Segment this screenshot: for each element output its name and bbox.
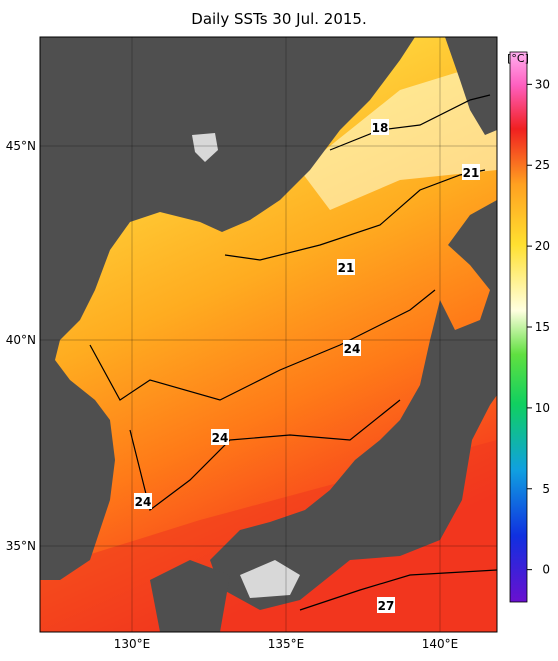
- island: [192, 133, 218, 162]
- contour-label: 24: [212, 431, 229, 445]
- lat-label: 45°N: [6, 139, 36, 153]
- contour-label: 18: [372, 121, 389, 135]
- colorbar-tick-label: 25: [535, 158, 550, 172]
- lon-label: 140°E: [422, 637, 459, 651]
- land-asia: [40, 37, 415, 580]
- contour-label: 27: [378, 599, 395, 613]
- map-area: [40, 37, 497, 632]
- colorbar-tick-label: 0: [542, 563, 550, 577]
- lon-label: 130°E: [114, 637, 151, 651]
- contour-label-bg: [371, 119, 389, 135]
- contour-label: 24: [344, 342, 361, 356]
- colorbar-tick-label: 20: [535, 239, 550, 253]
- contour-label-bg: [211, 429, 229, 445]
- contour-label-bg: [134, 493, 152, 509]
- contour-label-bg: [462, 164, 480, 180]
- map-title: Daily SSTs 30 Jul. 2015.: [191, 10, 366, 28]
- contours: [89, 94, 497, 611]
- colorbar-tick-label: 5: [542, 482, 550, 496]
- land-sakhalin: [445, 37, 497, 135]
- colorbar-unit: [°C]: [507, 52, 529, 65]
- colorbar-tick-label: 10: [535, 401, 550, 415]
- contour-label: 21: [338, 261, 355, 275]
- lon-label: 135°E: [268, 637, 305, 651]
- contour-label: 24: [135, 495, 152, 509]
- lat-label: 40°N: [6, 333, 36, 347]
- map-frame: [39, 36, 498, 633]
- graticule: [40, 37, 497, 632]
- colorbar-tick-label: 15: [535, 320, 550, 334]
- lat-label: 35°N: [6, 539, 36, 553]
- contour-label-bg: [337, 259, 355, 275]
- contour-label-bg: [377, 597, 395, 613]
- cool-sea: [300, 60, 497, 210]
- contour-label: 21: [463, 166, 480, 180]
- contour-label-bg: [343, 340, 361, 356]
- land-kyushu: [150, 560, 230, 632]
- land-japan: [210, 200, 497, 610]
- colorbar-tick-label: 30: [535, 77, 550, 91]
- colorbar: [509, 51, 528, 603]
- island: [240, 560, 300, 598]
